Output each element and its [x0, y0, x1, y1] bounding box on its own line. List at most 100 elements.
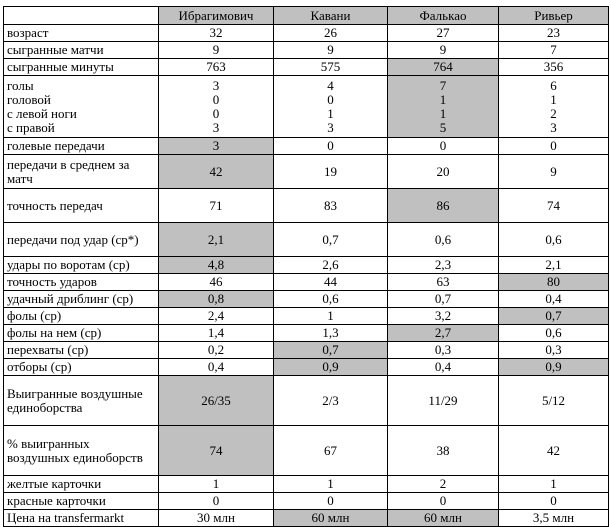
row-label-text: перехваты (ср) [7, 342, 89, 357]
value-cell: 60 млн [273, 509, 388, 527]
row-label: сыгранные матчи [3, 41, 159, 59]
value-cell: 0,8 [158, 290, 274, 308]
value-text: 0,7 [322, 231, 339, 247]
value-text: 46 [209, 274, 223, 289]
value-cell: 9 [387, 41, 499, 59]
row-label: отборы (ср) [3, 358, 159, 376]
value-text: 0,4 [545, 291, 562, 306]
row-label-text: удары по воротам (ср) [7, 257, 130, 272]
row-label-text: с правой [7, 119, 55, 135]
row-label: голевые передачи [3, 137, 159, 155]
row-label-text: фолы на нем (ср) [7, 325, 102, 340]
value-cell: 0 [387, 137, 499, 155]
row-label: Цена на transfermarkt [3, 509, 159, 527]
header-player-ibrahimovic: Ибрагимович [158, 6, 274, 25]
value-text: 0 [550, 493, 557, 508]
value-text: 575 [320, 59, 341, 74]
value-text: 3,2 [434, 308, 452, 323]
value-text: 9 [439, 42, 447, 57]
value-cell: 0 [387, 492, 499, 510]
value-text: 0,6 [322, 291, 339, 306]
value-cell: 0,4 [387, 358, 499, 376]
row-label-text: сыгранные матчи [7, 42, 104, 57]
row-label: возраст [3, 24, 159, 42]
value-cell: 0,3 [387, 341, 499, 359]
value-text: 9 [212, 42, 220, 57]
value-text: 74 [209, 442, 223, 458]
value-cell: 67 [273, 425, 388, 476]
table-row: красные карточки 0 0 0 0 [3, 492, 609, 510]
value-cell: 0,4 [498, 290, 609, 308]
value-cell: 0 [158, 492, 274, 510]
value-cell: 42 [158, 154, 274, 189]
row-label-text: красные карточки [7, 493, 106, 508]
value-text: 20 [436, 163, 450, 179]
value-text: 30 млн [197, 510, 235, 525]
value-text: 26/35 [201, 392, 231, 408]
value-cell: 86 [387, 188, 499, 223]
row-label-text: возраст [7, 25, 49, 40]
value-cell: 20 [387, 154, 499, 189]
row-label-text: головой [7, 91, 51, 107]
value-cell: 2,1 [158, 222, 274, 257]
row-label-text: голевые передачи [7, 138, 105, 153]
value-text: 86 [436, 197, 450, 213]
row-label: перехваты (ср) [3, 341, 159, 359]
value-text: 3 [212, 138, 220, 153]
value-cell: 0,3 [498, 341, 609, 359]
value-text: 60 млн [311, 510, 350, 525]
value-text: 0,2 [207, 342, 225, 357]
table-row: передачи под удар (ср*) 2,1 0,7 0,6 0,6 [3, 222, 609, 257]
value-cell: 0,9 [498, 358, 609, 376]
value-cell: 0 [498, 137, 609, 155]
header-corner-cell [3, 6, 159, 25]
value-text: 3 [550, 119, 557, 135]
value-cell: 1 [498, 475, 609, 493]
value-text: 19 [324, 163, 337, 179]
table-row: удачный дриблинг (ср) 0,8 0,6 0,7 0,4 [3, 290, 609, 308]
value-text: 7 [550, 42, 557, 57]
value-cell: 9 [273, 41, 388, 59]
row-label-text: голы [7, 77, 34, 93]
value-text: 2,4 [207, 308, 225, 323]
value-cell: 1 [273, 475, 388, 493]
value-text: 23 [547, 25, 560, 40]
value-text: 2,6 [322, 257, 339, 272]
table-row: точность передач 71 83 86 74 [3, 188, 609, 223]
value-cell: 1,3 [273, 324, 388, 342]
value-cell: 11/29 [387, 375, 499, 426]
value-text: 0 [439, 493, 447, 508]
value-text: 1 [439, 105, 447, 121]
value-cell: 32 [158, 24, 274, 42]
value-text: 1 [550, 476, 557, 491]
row-label: точность ударов [3, 273, 159, 291]
value-cell: 44 [273, 273, 388, 291]
value-text: 0 [212, 493, 220, 508]
value-cell: 30 млн [158, 509, 274, 527]
value-cell: 23 [498, 24, 609, 42]
table-row: возраст 32 26 27 23 [3, 24, 609, 42]
value-cell: 1 [158, 475, 274, 493]
table-row: Выигранные воздушные единоборства 26/35 2/… [3, 375, 609, 426]
value-text: 0,7 [322, 342, 339, 357]
row-label-text: Выигранные воздушные единоборства [7, 385, 143, 415]
header-player-falcao: Фалькао [387, 6, 499, 25]
row-label: желтые карточки [3, 475, 159, 493]
value-text: 74 [547, 197, 560, 213]
value-cell: 38 [387, 425, 499, 476]
value-cell: 0,7 [387, 290, 499, 308]
table-row: желтые карточки 1 1 2 1 [3, 475, 609, 493]
value-cell: 0,6 [498, 324, 609, 342]
value-cell: 1,4 [158, 324, 274, 342]
player-stats-table: Ибрагимович Кавани Фалькао Ривьер возрас… [3, 6, 609, 527]
value-text: 356 [543, 59, 564, 74]
value-text: 3,5 млн [532, 510, 575, 525]
value-cell: 42 [498, 425, 609, 476]
value-cell: 0,9 [273, 358, 388, 376]
value-text: 0,3 [545, 342, 562, 357]
value-text: 0,4 [207, 359, 225, 374]
row-label: фолы на нем (ср) [3, 324, 159, 342]
value-text: 1 [550, 91, 557, 107]
